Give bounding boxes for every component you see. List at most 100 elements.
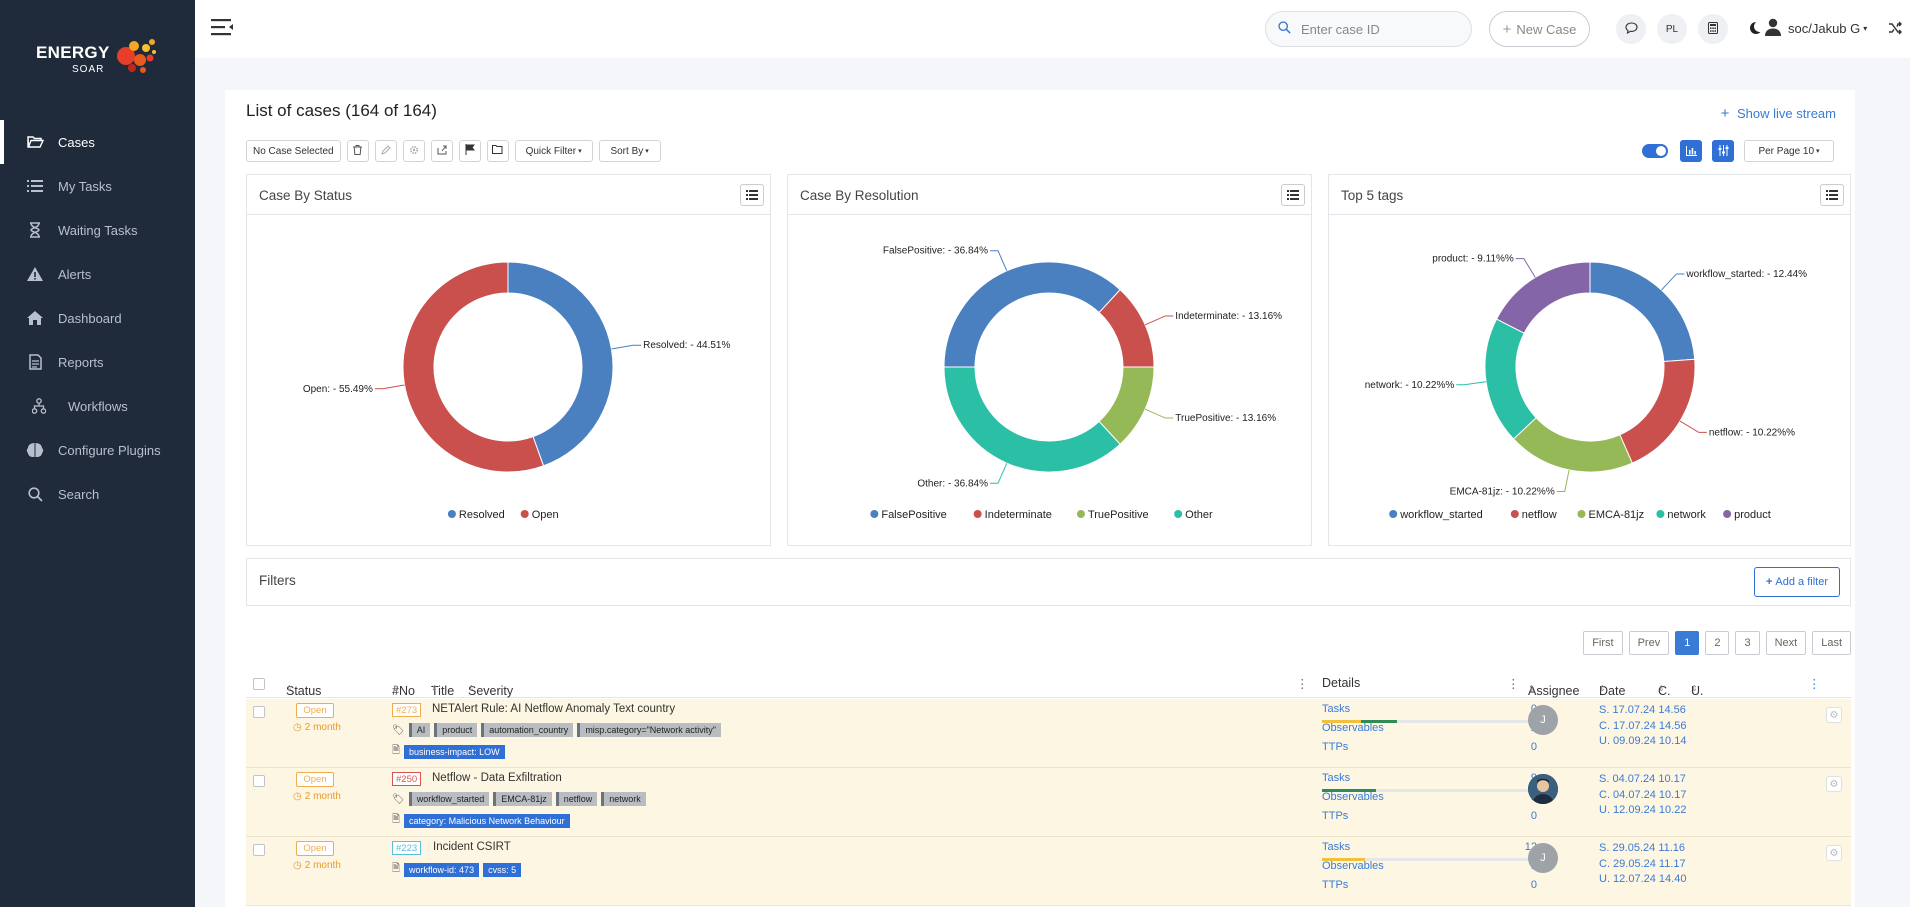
ttps-link[interactable]: TTPs: [1322, 741, 1349, 753]
donut-slice-emca-81jz[interactable]: [1512, 417, 1633, 473]
sidebar-item-waiting-tasks[interactable]: Waiting Tasks: [0, 208, 195, 252]
sidebar-item-search[interactable]: Search: [0, 472, 195, 516]
page-next-button[interactable]: Next: [1765, 631, 1807, 655]
sidebar-item-workflows[interactable]: Workflows: [0, 384, 195, 428]
tasks-link[interactable]: Tasks: [1322, 841, 1351, 853]
row-checkbox[interactable]: [253, 844, 265, 856]
sidebar-item-my-tasks[interactable]: My Tasks: [0, 164, 195, 208]
tasks-link[interactable]: Tasks: [1322, 772, 1351, 784]
legend-item-label[interactable]: netflow: [1522, 509, 1557, 521]
edit-button[interactable]: [374, 140, 397, 162]
donut-slice-product[interactable]: [1495, 261, 1591, 334]
charts-toggle[interactable]: [1642, 144, 1668, 158]
theme-toggle-button[interactable]: [1739, 14, 1769, 44]
page-first-button[interactable]: First: [1583, 631, 1623, 655]
chart-menu-button[interactable]: [1820, 184, 1844, 206]
case-title-link[interactable]: Incident CSIRT: [433, 841, 511, 853]
per-page-dropdown[interactable]: Per Page 10 ▾: [1744, 140, 1834, 162]
folder-button[interactable]: [486, 140, 509, 162]
language-button[interactable]: PL: [1657, 14, 1687, 44]
sidebar-item-configure-plugins[interactable]: Configure Plugins: [0, 428, 195, 472]
donut-slice-workflow-started[interactable]: [1589, 261, 1696, 363]
sort-by-dropdown[interactable]: Sort By ▾: [598, 140, 661, 162]
row-checkbox[interactable]: [253, 706, 265, 718]
donut-slice-netflow[interactable]: [1619, 358, 1696, 464]
sidebar-item-cases[interactable]: Cases: [0, 120, 195, 164]
donut-slice-other[interactable]: [943, 366, 1121, 473]
case-id-search[interactable]: [1265, 11, 1472, 47]
user-menu[interactable]: soc/Jakub G ▾: [1764, 18, 1867, 39]
select-all-checkbox[interactable]: [253, 678, 265, 690]
case-title-link[interactable]: NETAlert Rule: AI Netflow Anomaly Text c…: [432, 703, 676, 715]
observables-link[interactable]: Observables: [1322, 791, 1384, 803]
column-menu-icon[interactable]: ⋮: [1296, 677, 1309, 691]
observables-link[interactable]: Observables: [1322, 860, 1384, 872]
show-live-stream-link[interactable]: + Show live stream: [1721, 105, 1836, 122]
legend-item-label[interactable]: Indeterminate: [985, 509, 1052, 521]
tag[interactable]: EMCA-81jz: [493, 792, 552, 806]
settings-button[interactable]: [402, 140, 425, 162]
page-prev-button[interactable]: Prev: [1628, 631, 1670, 655]
tasks-link[interactable]: Tasks: [1322, 703, 1351, 715]
ttps-link[interactable]: TTPs: [1322, 810, 1349, 822]
chart-menu-button[interactable]: [1281, 184, 1305, 206]
legend-item-label[interactable]: FalsePositive: [881, 509, 946, 521]
case-number-badge[interactable]: #273: [392, 703, 422, 717]
legend-item-label[interactable]: Other: [1185, 509, 1213, 521]
chart-view-button[interactable]: [1680, 140, 1702, 162]
legend-item-label[interactable]: Open: [532, 509, 559, 521]
tag[interactable]: misp.category="Network activity": [577, 723, 721, 737]
calculator-button[interactable]: [1698, 14, 1728, 44]
columns-settings-button[interactable]: [1712, 140, 1734, 162]
column-menu-icon[interactable]: ⋮: [1507, 677, 1520, 691]
case-number-badge[interactable]: #250: [392, 772, 422, 786]
table-row[interactable]: Open ◷ 2 month #250 Netflow - Data Exfilt…: [246, 768, 1851, 837]
chat-button[interactable]: [1616, 14, 1646, 44]
donut-slice-network[interactable]: [1484, 318, 1537, 440]
add-filter-button[interactable]: + Add a filter: [1754, 567, 1840, 597]
tag[interactable]: AI: [408, 723, 431, 737]
quick-filter-dropdown[interactable]: Quick Filter ▾: [514, 140, 593, 162]
table-row[interactable]: Open ◷ 2 month #223 Incident CSIRT 🗎 work…: [246, 837, 1851, 906]
sidebar-item-alerts[interactable]: Alerts: [0, 252, 195, 296]
legend-item-label[interactable]: TruePositive: [1088, 509, 1149, 521]
page-last-button[interactable]: Last: [1812, 631, 1851, 655]
tag[interactable]: network: [601, 792, 646, 806]
page-2-button[interactable]: 2: [1705, 631, 1730, 655]
delete-button[interactable]: [346, 140, 369, 162]
export-button[interactable]: [430, 140, 453, 162]
column-menu-icon[interactable]: ⋮: [1808, 677, 1821, 691]
donut-slice-open[interactable]: [402, 261, 545, 473]
donut-slice-resolved[interactable]: [507, 261, 614, 467]
observables-link[interactable]: Observables: [1322, 722, 1384, 734]
sidebar-item-dashboard[interactable]: Dashboard: [0, 296, 195, 340]
legend-item-label[interactable]: network: [1667, 509, 1706, 521]
menu-toggle-icon[interactable]: [211, 18, 233, 39]
legend-item-label[interactable]: product: [1734, 509, 1771, 521]
ttps-link[interactable]: TTPs: [1322, 879, 1349, 891]
no-case-selected-button[interactable]: No Case Selected: [246, 140, 341, 162]
tag[interactable]: netflow: [555, 792, 598, 806]
row-checkbox[interactable]: [253, 775, 265, 787]
flag-button[interactable]: [458, 140, 481, 162]
legend-item-label[interactable]: Resolved: [459, 509, 505, 521]
legend-item-label[interactable]: EMCA-81jz: [1589, 509, 1645, 521]
tag[interactable]: workflow_started: [408, 792, 490, 806]
sidebar-item-reports[interactable]: Reports: [0, 340, 195, 384]
row-settings-button[interactable]: ⚙: [1826, 707, 1842, 723]
new-case-button[interactable]: + New Case: [1489, 11, 1590, 47]
tag[interactable]: automation_country: [481, 723, 574, 737]
legend-item-label[interactable]: workflow_started: [1399, 509, 1483, 521]
row-settings-button[interactable]: ⚙: [1826, 845, 1842, 861]
tag[interactable]: product: [434, 723, 478, 737]
donut-slice-falsepositive[interactable]: [943, 261, 1121, 368]
page-3-button[interactable]: 3: [1735, 631, 1760, 655]
case-id-input[interactable]: [1301, 21, 1451, 37]
table-row[interactable]: Open ◷ 2 month #273 NETAlert Rule: AI Net…: [246, 699, 1851, 768]
chart-menu-button[interactable]: [740, 184, 764, 206]
case-title-link[interactable]: Netflow - Data Exfiltration: [432, 772, 562, 784]
case-number-badge[interactable]: #223: [392, 841, 422, 855]
page-1-button[interactable]: 1: [1675, 631, 1700, 655]
row-settings-button[interactable]: ⚙: [1826, 776, 1842, 792]
shuffle-icon[interactable]: [1889, 21, 1903, 38]
